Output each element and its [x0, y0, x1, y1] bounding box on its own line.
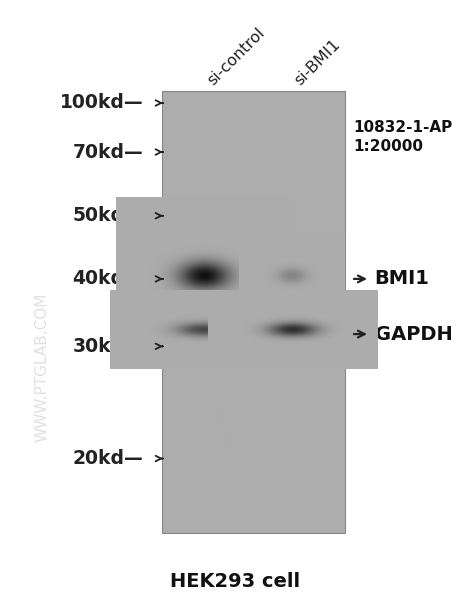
- Text: 100kd—: 100kd—: [60, 94, 143, 112]
- Text: 20kd—: 20kd—: [72, 449, 143, 468]
- Text: si-BMI1: si-BMI1: [291, 36, 343, 88]
- Text: 30kd—: 30kd—: [72, 337, 143, 356]
- Text: 10832-1-AP
1:20000: 10832-1-AP 1:20000: [353, 120, 453, 154]
- Text: WWW.PTGLAB.COM: WWW.PTGLAB.COM: [35, 293, 50, 443]
- Text: 50kd—: 50kd—: [72, 207, 143, 225]
- Text: HEK293 cell: HEK293 cell: [170, 572, 300, 590]
- Text: GAPDH: GAPDH: [375, 325, 452, 343]
- Text: 70kd—: 70kd—: [72, 143, 143, 161]
- Text: 40kd—: 40kd—: [72, 270, 143, 288]
- Text: si-control: si-control: [204, 25, 267, 88]
- Text: BMI1: BMI1: [375, 270, 430, 288]
- Bar: [162, 91, 345, 533]
